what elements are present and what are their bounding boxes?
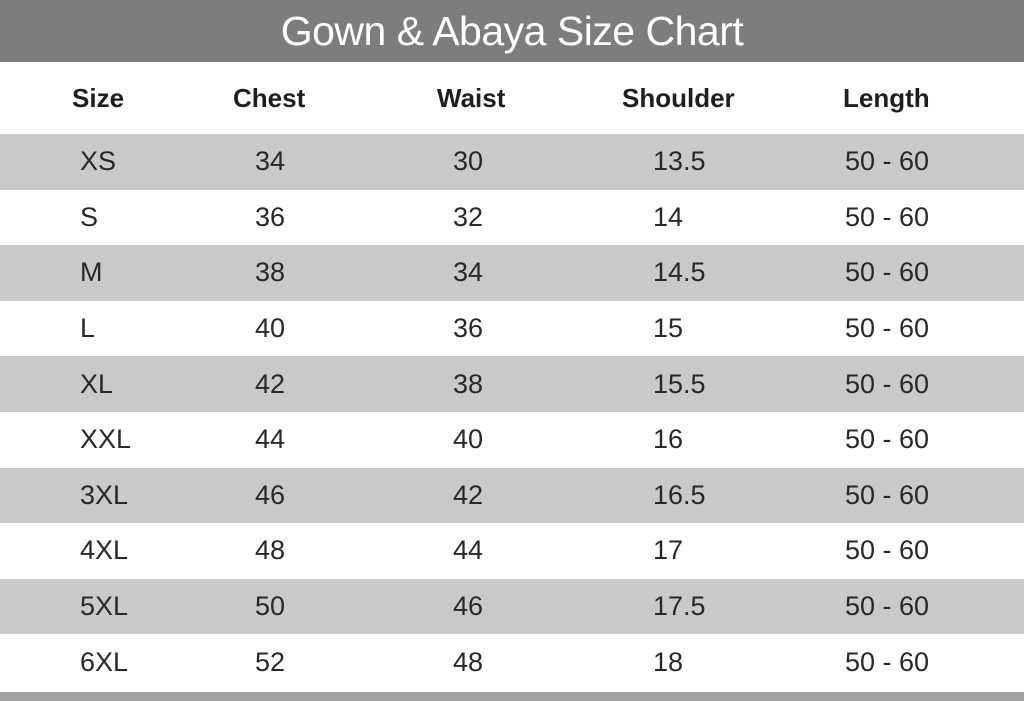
chart-title-bar: Gown & Abaya Size Chart — [0, 0, 1024, 62]
cell-length: 50 - 60 — [845, 146, 930, 177]
cell-waist: 30 — [453, 146, 484, 177]
cell-chest: 44 — [255, 424, 286, 455]
cell-chest: 50 — [255, 591, 286, 622]
cell-waist: 48 — [453, 646, 484, 677]
cell-size: 6XL — [80, 646, 129, 677]
cell-shoulder: 14.5 — [653, 257, 706, 288]
cell-waist: 38 — [453, 368, 484, 399]
table-row: XL 42 38 15.5 50 - 60 — [0, 356, 1024, 412]
cell-shoulder: 18 — [653, 646, 684, 677]
cell-shoulder: 15.5 — [653, 368, 706, 399]
table-header-row: Size Chest Waist Shoulder Length — [0, 62, 1024, 134]
cell-waist: 40 — [453, 424, 484, 455]
cell-length: 50 - 60 — [845, 479, 930, 510]
table-row: M 38 34 14.5 50 - 60 — [0, 245, 1024, 301]
column-header-waist: Waist — [437, 82, 506, 113]
cell-waist: 44 — [453, 535, 484, 566]
table-row: 6XL 52 48 18 50 - 60 — [0, 634, 1024, 690]
cell-size: XL — [80, 368, 114, 399]
cell-size: L — [80, 313, 96, 344]
column-header-length: Length — [843, 82, 930, 113]
cell-length: 50 - 60 — [845, 368, 930, 399]
cell-waist: 34 — [453, 257, 484, 288]
cell-size: M — [80, 257, 103, 288]
cell-shoulder: 15 — [653, 313, 684, 344]
cell-waist: 36 — [453, 313, 484, 344]
cell-waist: 46 — [453, 591, 484, 622]
cell-chest: 36 — [255, 201, 286, 232]
cell-size: XXL — [80, 424, 132, 455]
cell-length: 50 - 60 — [845, 424, 930, 455]
cell-size: S — [80, 201, 99, 232]
cell-length: 50 - 60 — [845, 646, 930, 677]
cell-length: 50 - 60 — [845, 313, 930, 344]
cell-chest: 40 — [255, 313, 286, 344]
cell-size: 4XL — [80, 535, 129, 566]
column-header-chest: Chest — [233, 82, 306, 113]
cell-shoulder: 16.5 — [653, 479, 706, 510]
table-row: 4XL 48 44 17 50 - 60 — [0, 523, 1024, 579]
cell-shoulder: 13.5 — [653, 146, 706, 177]
cell-length: 50 - 60 — [845, 201, 930, 232]
cell-chest: 46 — [255, 479, 286, 510]
cell-shoulder: 17 — [653, 535, 684, 566]
cell-chest: 52 — [255, 646, 286, 677]
cell-shoulder: 17.5 — [653, 591, 706, 622]
cell-chest: 42 — [255, 368, 286, 399]
column-header-shoulder: Shoulder — [622, 82, 735, 113]
column-header-size: Size — [72, 82, 125, 113]
cell-chest: 48 — [255, 535, 286, 566]
cell-size: 3XL — [80, 479, 129, 510]
bottom-bar — [0, 691, 1024, 701]
cell-length: 50 - 60 — [845, 257, 930, 288]
table-row: 3XL 46 42 16.5 50 - 60 — [0, 467, 1024, 524]
cell-length: 50 - 60 — [845, 535, 930, 566]
cell-size: XS — [80, 146, 117, 177]
cell-waist: 32 — [453, 201, 484, 232]
cell-chest: 34 — [255, 146, 286, 177]
cell-length: 50 - 60 — [845, 591, 930, 622]
table-row: S 36 32 14 50 - 60 — [0, 189, 1024, 246]
chart-title: Gown & Abaya Size Chart — [280, 7, 744, 54]
table-row: XXL 44 40 16 50 - 60 — [0, 411, 1024, 468]
table-row: 5XL 50 46 17.5 50 - 60 — [0, 578, 1024, 635]
table-row: L 40 36 15 50 - 60 — [0, 300, 1024, 357]
cell-waist: 42 — [453, 479, 484, 510]
table-row: XS 34 30 13.5 50 - 60 — [0, 134, 1024, 190]
cell-shoulder: 14 — [653, 201, 684, 232]
cell-shoulder: 16 — [653, 424, 684, 455]
cell-size: 5XL — [80, 591, 129, 622]
cell-chest: 38 — [255, 257, 286, 288]
